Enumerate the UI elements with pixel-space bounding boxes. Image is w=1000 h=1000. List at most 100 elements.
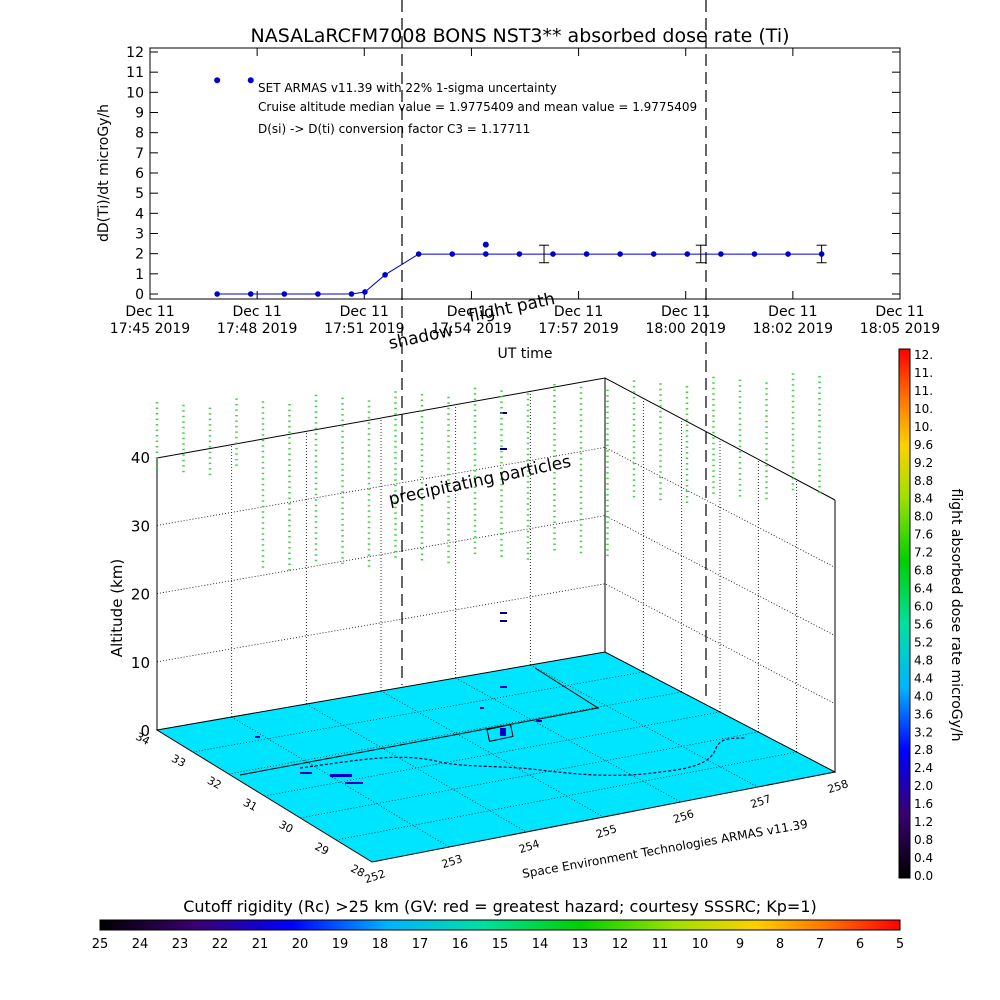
colorbar-right-tick-label: 4.0 bbox=[914, 689, 933, 703]
flight-3d-view: shadow flight path precipitating particl… bbox=[108, 289, 850, 886]
colorbar-right-tick-label: 3.2 bbox=[914, 725, 933, 739]
colorbar-right-tick-label: 7.2 bbox=[914, 546, 933, 560]
colorbar-right-scale bbox=[898, 348, 911, 879]
data-point bbox=[550, 251, 556, 257]
wall-grid bbox=[156, 391, 836, 752]
y-tick-label: 9 bbox=[135, 106, 144, 122]
x-tick-label-time: 17:54 2019 bbox=[431, 321, 511, 337]
x-tick-label-time: 17:48 2019 bbox=[217, 321, 297, 337]
series-line bbox=[217, 253, 822, 295]
latitude-tick-label: 29 bbox=[313, 840, 331, 858]
colorbar-bottom-tick-label: 19 bbox=[332, 937, 349, 952]
longitude-tick-label: 254 bbox=[517, 837, 541, 856]
dose-points-3d bbox=[500, 412, 507, 622]
colorbar-bottom-label: Cutoff rigidity (Rc) >25 km (GV: red = g… bbox=[183, 897, 817, 916]
latitude-tick-label: 33 bbox=[169, 752, 187, 770]
outlier-point bbox=[482, 241, 489, 248]
blue-ground-features bbox=[255, 686, 542, 784]
colorbar-right-tick-label: 2.0 bbox=[914, 779, 933, 793]
colorbar-right-ticks: 12. 11. 11. 10. 10. 9.6 9.2 8.8 8.4 8.0 7.6 7.2 6.8 6… bbox=[914, 348, 933, 883]
colorbar-right-tick-label: 4.8 bbox=[914, 653, 933, 667]
flight-path-ground-track bbox=[299, 737, 746, 776]
floor-grid bbox=[192, 664, 797, 848]
wall-grid-line bbox=[156, 446, 836, 568]
data-point bbox=[449, 251, 456, 257]
x-tick-label-date: Dec 11 bbox=[554, 304, 603, 320]
colorbar-bottom-tick-label: 10 bbox=[692, 937, 709, 952]
floor-grid-line bbox=[455, 677, 681, 803]
x-tick-label-time: 17:51 2019 bbox=[324, 321, 404, 337]
colorbar-bottom-tick-label: 17 bbox=[412, 937, 429, 952]
data-point bbox=[348, 291, 355, 297]
altitude-tick-label: 30 bbox=[131, 517, 150, 535]
data-point bbox=[483, 251, 489, 257]
colorbar-bottom-tick-label: 5 bbox=[896, 937, 904, 952]
data-point bbox=[415, 251, 422, 257]
colorbar-bottom-tick-label: 15 bbox=[492, 937, 509, 952]
latitude-ticks: 34 33 32 31 30 29 28 bbox=[133, 730, 366, 880]
series-layer bbox=[214, 77, 827, 297]
dose-rate-chart: NASALaRCFM7008 BONS NST3** absorbed dose… bbox=[96, 25, 940, 362]
colorbar-bottom-tick-label: 25 bbox=[92, 937, 109, 952]
longitude-ticks: 252 253 254 255 256 257 258 bbox=[363, 777, 850, 886]
colorbar-right-tick-label: 1.2 bbox=[914, 815, 933, 829]
x-tick-label-time: 18:02 2019 bbox=[753, 321, 833, 337]
colorbar-bottom-tick-label: 21 bbox=[252, 937, 269, 952]
x-tick-label-time: 17:45 2019 bbox=[110, 321, 190, 337]
data-point bbox=[362, 289, 368, 295]
y-tick-label: 11 bbox=[126, 65, 144, 81]
data-point bbox=[684, 251, 691, 257]
y-tick-label: 4 bbox=[135, 206, 144, 222]
colorbar-right-tick-label: 11. bbox=[914, 366, 933, 380]
colorbar-bottom-tick-label: 6 bbox=[856, 937, 864, 952]
annotation-line-2: Cruise altitude median value = 1.9775409… bbox=[258, 100, 697, 114]
x-tick-label-date: Dec 11 bbox=[125, 304, 174, 320]
colorbar-right-tick-label: 8.4 bbox=[914, 492, 933, 506]
colorbar-bottom-tick-label: 23 bbox=[172, 937, 189, 952]
colorbar-right-tick-label: 6.8 bbox=[914, 564, 933, 578]
annotations: SET ARMAS v11.39 with 22% 1-sigma uncert… bbox=[258, 81, 697, 136]
altitude-tick-label: 40 bbox=[131, 449, 150, 467]
data-point bbox=[785, 251, 791, 257]
x-tick-label-date: Dec 11 bbox=[340, 304, 389, 320]
annotation-line-3: D(si) -> D(ti) conversion factor C3 = 1.… bbox=[258, 122, 530, 136]
chart-title: NASALaRCFM7008 BONS NST3** absorbed dose… bbox=[250, 25, 789, 47]
x-tick-label-time: 17:57 2019 bbox=[538, 321, 618, 337]
y-tick-label: 1 bbox=[135, 267, 144, 283]
colorbar-bottom-tick-label: 13 bbox=[572, 937, 589, 952]
longitude-tick-label: 255 bbox=[594, 822, 618, 841]
colorbar-bottom-tick-label: 18 bbox=[372, 937, 389, 952]
x-tick-label-date: Dec 11 bbox=[661, 304, 710, 320]
x-axis-label: UT time bbox=[498, 346, 553, 362]
colorbar-right-tick-label: 3.6 bbox=[914, 707, 933, 721]
floor-grid-line bbox=[264, 711, 721, 797]
x-tick-label-date: Dec 11 bbox=[768, 304, 817, 320]
colorbar-right-tick-label: 5.6 bbox=[914, 617, 933, 631]
x-tick-label-date: Dec 11 bbox=[447, 304, 496, 320]
colorbar-right-tick-label: 10. bbox=[914, 402, 933, 416]
colorbar-bottom-tick-label: 16 bbox=[452, 937, 469, 952]
data-point bbox=[315, 291, 321, 297]
y-tick-label: 8 bbox=[135, 126, 144, 142]
colorbar-bottom-tick-label: 11 bbox=[652, 937, 669, 952]
colorbar-right-tick-label: 4.4 bbox=[914, 671, 933, 685]
colorbar-right-tick-label: 2.8 bbox=[914, 743, 933, 757]
colorbar-bottom-tick-label: 22 bbox=[212, 937, 229, 952]
floor-grid-line bbox=[306, 703, 527, 833]
y-tick-label: 6 bbox=[135, 166, 144, 182]
data-point bbox=[718, 251, 724, 257]
colorbar-right-label: flight absorbed dose rate microGy/h bbox=[948, 489, 964, 742]
altitude-axis-label: Altitude (km) bbox=[108, 559, 126, 657]
colorbar-bottom-ticks: 25 24 23 22 21 20 19 18 17 16 15 14 13 12 11 10 9 8 7 6 5 bbox=[92, 937, 904, 952]
colorbar-right-tick-label: 9.2 bbox=[914, 456, 933, 470]
colorbar-right-tick-label: 1.6 bbox=[914, 797, 933, 811]
floor-grid-line bbox=[336, 751, 797, 841]
x-tick-label-date: Dec 11 bbox=[232, 304, 281, 320]
colorbar-right-tick-label: 8.0 bbox=[914, 510, 933, 524]
altitude-tick-label: 0 bbox=[140, 722, 150, 740]
colorbar-bottom-tick-label: 7 bbox=[816, 937, 824, 952]
cutoff-rigidity-colorbar: Cutoff rigidity (Rc) >25 km (GV: red = g… bbox=[92, 897, 904, 952]
data-point bbox=[214, 291, 220, 297]
